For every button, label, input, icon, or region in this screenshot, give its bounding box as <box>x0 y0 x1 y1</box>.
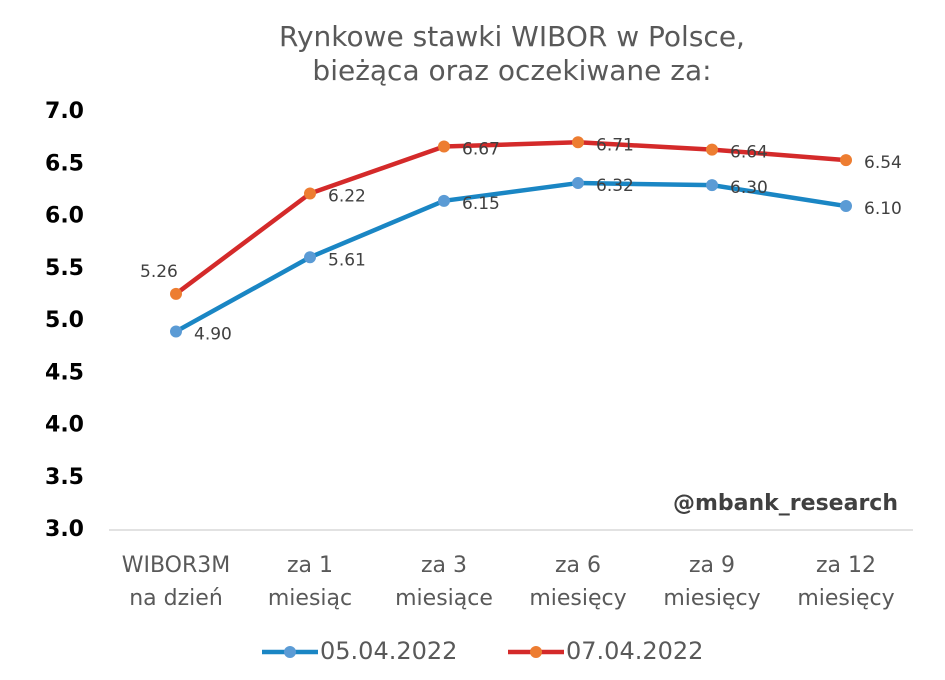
y-tick-label: 7.0 <box>45 99 84 124</box>
chart-title: bieżąca oraz oczekiwane za: <box>312 54 711 87</box>
x-tick-label: za 1 <box>287 553 333 578</box>
y-tick-label: 3.5 <box>45 465 84 490</box>
legend-marker <box>530 646 542 658</box>
legend-marker <box>284 646 296 658</box>
data-label: 5.61 <box>328 250 366 270</box>
data-label: 6.30 <box>730 178 768 198</box>
data-point <box>706 143 718 156</box>
data-point <box>572 136 584 149</box>
y-tick-label: 4.0 <box>45 413 84 438</box>
data-label: 6.64 <box>730 143 768 163</box>
x-tick-label: WIBOR3M <box>122 553 231 578</box>
data-point <box>304 251 316 264</box>
x-tick-label: za 3 <box>421 553 467 578</box>
data-point <box>170 325 182 338</box>
legend-label: 05.04.2022 <box>320 637 457 665</box>
data-label: 6.67 <box>462 139 500 159</box>
data-label: 6.10 <box>864 199 902 219</box>
legend-label: 07.04.2022 <box>566 637 703 665</box>
data-label: 4.90 <box>194 324 232 344</box>
y-tick-label: 5.5 <box>45 256 84 281</box>
data-label: 6.54 <box>864 153 902 173</box>
x-tick-label: miesięcy <box>529 586 626 611</box>
x-tick-label: miesięcy <box>663 586 760 611</box>
data-point <box>170 287 182 300</box>
data-point <box>304 187 316 200</box>
y-tick-label: 4.5 <box>45 360 84 385</box>
x-tick-label: za 12 <box>816 553 876 578</box>
annotation: @mbank_research <box>673 491 898 516</box>
data-point <box>438 140 450 153</box>
data-label: 6.71 <box>596 135 634 155</box>
y-tick-label: 5.0 <box>45 308 84 333</box>
data-point <box>572 177 584 190</box>
chart-title: Rynkowe stawki WIBOR w Polsce, <box>279 20 745 53</box>
data-label: 6.32 <box>596 176 634 196</box>
x-tick-label: miesiąc <box>268 586 352 611</box>
series-line <box>174 180 847 334</box>
x-tick-label: na dzień <box>129 586 223 611</box>
x-tick-label: za 9 <box>689 553 735 578</box>
y-tick-label: 3.0 <box>45 517 84 542</box>
data-point <box>840 200 852 213</box>
data-point <box>438 194 450 207</box>
x-tick-label: miesięcy <box>797 586 894 611</box>
x-tick-label: miesiące <box>395 586 493 611</box>
data-point <box>840 154 852 167</box>
data-label: 6.22 <box>328 187 366 207</box>
data-point <box>706 179 718 192</box>
data-label: 6.15 <box>462 194 500 214</box>
y-tick-label: 6.5 <box>45 151 84 176</box>
y-tick-label: 6.0 <box>45 204 84 229</box>
series-line <box>174 140 847 296</box>
x-tick-label: za 6 <box>555 553 601 578</box>
data-label: 5.26 <box>140 262 178 282</box>
